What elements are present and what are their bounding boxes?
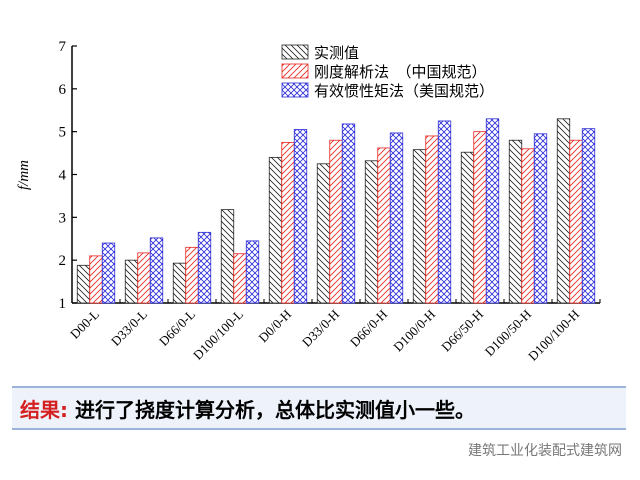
bar <box>329 139 343 304</box>
legend-swatch <box>281 63 309 79</box>
bar <box>473 131 487 304</box>
x-tick-label: D00-L <box>67 306 102 341</box>
y-tick-label: 2 <box>59 253 67 269</box>
watermark: 建筑工业化装配式建筑网 <box>468 443 622 459</box>
bar <box>569 139 583 304</box>
bar <box>185 246 199 304</box>
bar <box>521 148 535 304</box>
bar <box>341 123 356 304</box>
legend-label: 有效惯性矩法（美国规范） <box>314 83 494 100</box>
bar <box>425 135 439 304</box>
x-tick-label: D33/0-H <box>299 307 342 350</box>
bar <box>364 160 379 304</box>
bar <box>89 255 103 304</box>
y-tick-label: 5 <box>59 125 67 141</box>
x-tick-label: D66/50-H <box>438 307 486 355</box>
bar <box>581 128 596 304</box>
bar <box>460 151 475 304</box>
bar <box>149 237 164 304</box>
legend-swatch <box>281 82 309 98</box>
conclusion: 结果: 进行了挠度计算分析，总体比实测值小一些。 <box>12 386 626 430</box>
x-tick-label: D66/0-L <box>156 306 198 348</box>
bar <box>508 139 523 304</box>
y-tick-label: 3 <box>59 210 67 226</box>
bar <box>197 231 212 304</box>
bar <box>101 242 116 304</box>
legend-label: 实测值 <box>314 45 359 62</box>
y-tick-label: 1 <box>59 296 67 312</box>
bar <box>172 262 187 304</box>
bar <box>233 253 247 304</box>
x-tick-label: D100/100-L <box>190 306 246 362</box>
bar <box>281 141 295 304</box>
x-tick-label: D0/0-H <box>255 307 294 346</box>
bar <box>76 264 91 304</box>
bar <box>124 259 139 304</box>
bar <box>316 163 331 304</box>
conclusion-text: 进行了挠度计算分析，总体比实测值小一些。 <box>74 398 475 422</box>
y-tick-label: 6 <box>59 82 67 98</box>
bar <box>220 209 235 304</box>
conclusion-label: 结果: <box>20 398 68 422</box>
bar <box>245 240 260 304</box>
x-tick-label: D66/0-H <box>347 307 390 350</box>
legend-label: 刚度解析法 （中国规范） <box>314 64 487 81</box>
bar <box>268 156 283 304</box>
x-tick-label: D100/100-H <box>525 307 582 364</box>
bar <box>137 252 151 304</box>
bar <box>377 147 391 304</box>
bar <box>437 120 452 304</box>
y-tick-label: 4 <box>59 168 67 184</box>
bar <box>533 133 548 304</box>
bar <box>412 149 427 304</box>
bar <box>485 118 500 304</box>
y-tick-label: 7 <box>59 39 67 55</box>
bar <box>389 132 404 304</box>
legend-swatch <box>281 44 309 60</box>
bar <box>293 129 308 304</box>
bar <box>556 118 571 304</box>
x-tick-label: D100/0-H <box>390 307 438 355</box>
y-axis-label: f/mm <box>16 160 32 190</box>
x-tick-label: D33/0-L <box>108 306 150 348</box>
